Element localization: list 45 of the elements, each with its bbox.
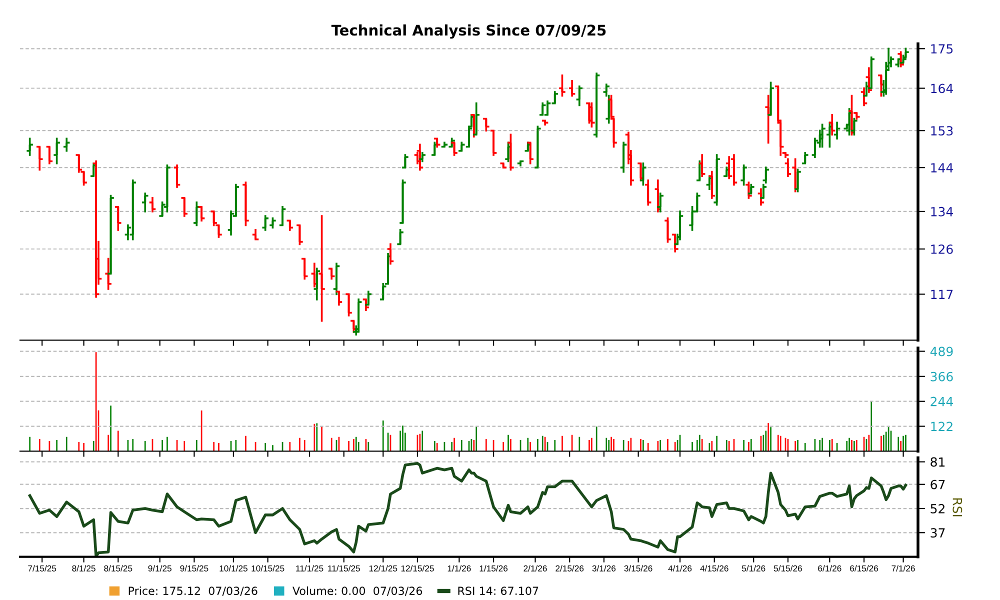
x-tick-label: 6/15/26 [850, 565, 878, 572]
y-tick-label: 244 [930, 396, 953, 406]
x-tick-label: 5/15/26 [774, 565, 802, 572]
y-axis-title: RSI [952, 498, 962, 516]
x-tick-label: 8/15/25 [104, 565, 132, 572]
y-tick-label: 134 [931, 206, 953, 216]
y-tick-label: 175 [931, 44, 953, 54]
y-tick-label: 489 [930, 346, 953, 356]
x-tick-label: 9/1/25 [148, 565, 172, 572]
y-tick-label: 153 [931, 126, 953, 136]
y-tick-label: 117 [931, 290, 953, 299]
y-tick-label: 366 [930, 372, 953, 382]
x-tick-label: 7/15/25 [28, 565, 56, 572]
x-tick-label: 10/1/25 [220, 565, 248, 572]
y-tick-label: 81 [930, 457, 945, 467]
x-tick-label: 10/15/25 [252, 565, 284, 572]
x-tick-label: 1/15/26 [480, 565, 508, 572]
x-tick-label: 9/15/25 [180, 565, 208, 572]
y-tick-label: 164 [931, 84, 953, 94]
legend-label: RSI 14: 67.107 [458, 586, 538, 596]
text: Price: 175.12 07/03/26 [128, 586, 258, 596]
x-tick-label: 7/1/26 [892, 565, 915, 572]
y-tick-label: 52 [930, 504, 944, 514]
x-tick-label: 11/1/25 [296, 565, 324, 572]
x-tick-label: 3/15/26 [624, 565, 652, 572]
y-tick-label: 126 [931, 244, 953, 254]
x-tick-label: 4/15/26 [700, 565, 728, 572]
x-tick-label: 3/1/26 [592, 565, 616, 572]
x-tick-label: 12/15/25 [401, 565, 434, 572]
x-tick-label: 1/1/26 [448, 565, 471, 572]
x-tick-label: 2/1/26 [524, 565, 547, 572]
y-tick-label: 122 [931, 422, 952, 432]
y-tick-label: 37 [930, 528, 945, 538]
x-tick-label: 11/15/25 [328, 565, 360, 572]
x-tick-label: 5/1/26 [742, 565, 766, 572]
x-tick-label: 12/1/25 [369, 565, 398, 572]
line-series [28, 462, 908, 557]
x-tick-label: 2/15/26 [556, 565, 584, 572]
x-tick-label: 8/1/25 [72, 565, 96, 572]
x-tick-label: 4/1/26 [668, 565, 692, 572]
y-tick-label: 144 [931, 163, 953, 172]
y-tick-label: 67 [930, 480, 945, 490]
x-tick-label: 6/1/26 [818, 565, 842, 572]
chart-title: Technical Analysis Since 07/09/25 [331, 24, 606, 39]
text: Volume: 0.00 07/03/26 [292, 586, 422, 596]
